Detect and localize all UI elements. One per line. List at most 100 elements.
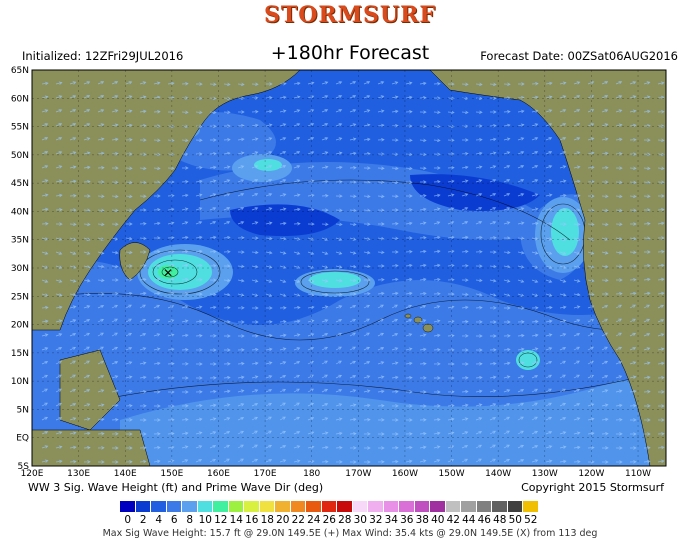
wave-direction-arrow xyxy=(223,375,231,380)
wave-direction-arrow xyxy=(419,376,427,380)
wave-direction-arrow xyxy=(55,179,63,183)
wave-direction-arrow xyxy=(293,347,301,351)
wave-direction-arrow xyxy=(209,334,217,338)
legend-swatch xyxy=(290,501,306,512)
wave-direction-arrow xyxy=(531,251,539,255)
wave-direction-arrow xyxy=(405,95,413,100)
legend-swatch xyxy=(228,501,244,512)
wave-direction-arrow xyxy=(335,374,343,379)
wave-direction-arrow xyxy=(265,165,273,169)
wave-direction-arrow xyxy=(55,305,63,310)
wave-direction-arrow xyxy=(265,193,273,197)
wave-direction-arrow xyxy=(643,95,651,99)
forecast-hour-title: +180hr Forecast xyxy=(270,42,430,64)
wave-direction-arrow xyxy=(657,291,665,296)
wave-direction-arrow xyxy=(279,82,287,86)
wave-direction-arrow xyxy=(419,110,427,114)
wave-direction-arrow xyxy=(475,444,482,449)
wave-direction-arrow xyxy=(321,165,329,169)
wave-direction-arrow xyxy=(209,444,217,449)
wave-direction-arrow xyxy=(251,293,259,297)
wave-direction-arrow xyxy=(83,251,91,255)
wave-direction-arrow xyxy=(391,180,399,185)
wave-direction-arrow xyxy=(475,334,483,338)
wave-direction-arrow xyxy=(83,389,91,393)
wave-direction-arrow xyxy=(573,194,581,198)
wave-direction-arrow xyxy=(559,251,567,255)
wave-direction-arrow xyxy=(195,249,203,254)
wave-direction-arrow xyxy=(517,430,524,435)
wave-direction-arrow xyxy=(419,138,427,143)
wave-direction-arrow xyxy=(293,251,301,255)
wave-direction-arrow xyxy=(279,416,286,421)
wave-direction-arrow xyxy=(167,194,175,198)
wave-direction-arrow xyxy=(405,459,413,464)
wave-direction-arrow xyxy=(195,166,203,170)
longitude-label: 160E xyxy=(207,469,230,479)
wave-direction-arrow xyxy=(433,376,441,380)
wave-direction-arrow xyxy=(293,265,301,269)
wave-direction-arrow xyxy=(195,376,203,380)
wave-direction-arrow xyxy=(545,109,553,113)
wave-direction-arrow xyxy=(475,348,483,352)
wave-direction-arrow xyxy=(83,460,91,464)
wave-direction-arrow xyxy=(531,416,538,421)
wave-direction-arrow xyxy=(97,137,105,141)
wave-direction-arrow xyxy=(321,123,329,127)
wave-direction-arrow xyxy=(559,305,567,310)
wave-direction-arrow xyxy=(545,431,553,435)
wave-direction-arrow xyxy=(139,166,147,171)
wave-direction-arrow xyxy=(265,347,273,352)
wave-direction-arrow xyxy=(195,110,203,115)
wave-direction-arrow xyxy=(587,222,595,227)
wave-direction-arrow xyxy=(405,361,413,366)
wave-direction-arrow xyxy=(545,81,553,86)
wave-direction-arrow xyxy=(55,445,63,449)
wave-direction-arrow xyxy=(377,332,385,337)
wave-direction-arrow xyxy=(279,306,287,310)
wave-direction-arrow xyxy=(293,319,301,324)
latitude-label: 40N xyxy=(11,207,29,217)
wave-direction-arrow xyxy=(531,306,539,310)
wave-direction-arrow xyxy=(657,333,665,337)
wave-direction-arrow xyxy=(657,375,665,380)
wave-direction-arrow xyxy=(97,304,105,309)
wave-direction-arrow xyxy=(419,263,427,268)
wave-direction-arrow xyxy=(447,249,455,254)
wave-direction-arrow xyxy=(531,179,539,183)
wave-direction-arrow xyxy=(601,95,609,99)
wave-direction-arrow xyxy=(139,459,147,464)
wave-direction-arrow xyxy=(251,96,259,100)
wave-direction-arrow xyxy=(209,221,217,225)
wave-direction-arrow xyxy=(573,305,581,309)
wave-direction-arrow xyxy=(391,152,399,156)
wave-direction-arrow xyxy=(69,431,77,435)
hawaii-islands xyxy=(404,313,434,333)
wave-direction-arrow xyxy=(209,305,217,310)
wave-direction-arrow xyxy=(69,265,77,269)
wave-direction-arrow xyxy=(181,138,189,143)
wave-direction-arrow xyxy=(475,292,483,297)
wave-direction-arrow xyxy=(181,417,189,422)
wave-direction-arrow xyxy=(237,278,245,283)
wave-direction-arrow xyxy=(629,166,637,170)
legend-tick: 24 xyxy=(307,514,321,526)
wave-direction-arrow xyxy=(335,109,343,113)
wave-direction-arrow xyxy=(307,333,315,337)
wave-direction-arrow xyxy=(265,179,273,183)
wave-direction-arrow xyxy=(321,237,329,241)
longitude-label: 160W xyxy=(392,469,418,479)
wave-direction-arrow xyxy=(461,165,469,170)
wave-direction-arrow xyxy=(363,166,371,170)
wave-direction-arrow xyxy=(209,110,217,115)
wave-direction-arrow xyxy=(195,263,203,268)
wave-direction-arrow xyxy=(153,250,161,254)
wave-direction-arrow xyxy=(293,431,301,435)
wave-direction-arrow xyxy=(125,403,133,408)
wave-direction-arrow xyxy=(615,304,622,309)
wave-direction-arrow xyxy=(405,304,413,309)
wave-direction-arrow xyxy=(405,375,413,380)
wave-direction-arrow xyxy=(279,109,287,113)
legend-tick: 32 xyxy=(369,514,383,526)
wave-direction-arrow xyxy=(377,138,385,142)
